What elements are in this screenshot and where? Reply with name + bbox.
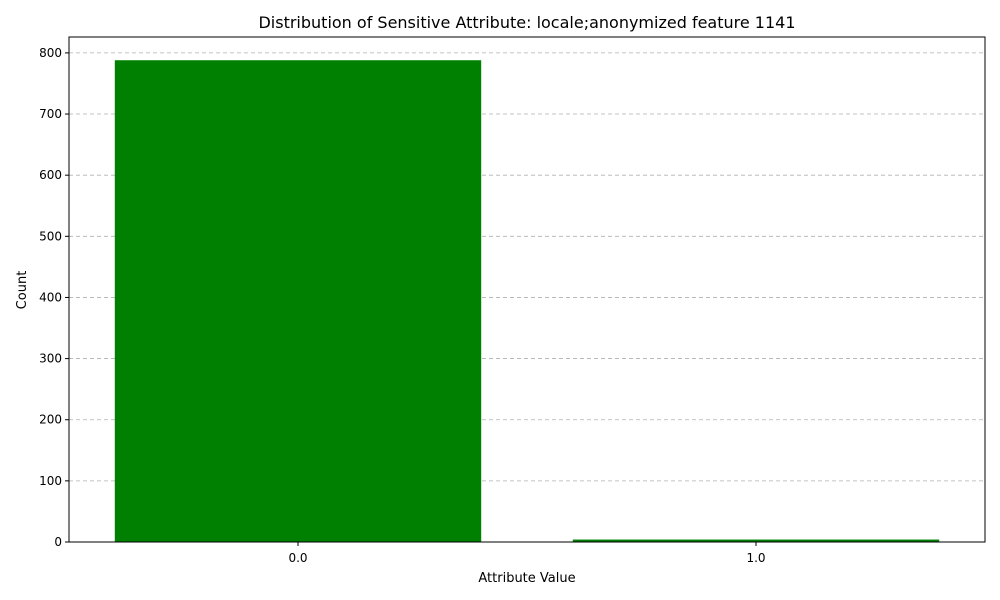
y-tick-label: 0 [54,535,62,549]
chart-title: Distribution of Sensitive Attribute: loc… [258,13,795,32]
y-axis-ticks: 0 100 200 300 400 500 600 700 800 [39,46,69,549]
x-axis-ticks: 0.0 1.0 [288,542,766,565]
y-tick-label: 700 [39,107,62,121]
bar-0-0 [114,60,482,542]
y-tick-label: 100 [39,474,62,488]
plot-frame [68,36,986,543]
y-tick-label: 500 [39,229,62,243]
y-axis-label: Count [15,271,30,310]
y-tick-label: 800 [39,46,62,60]
y-tick-label: 300 [39,352,62,366]
y-tick-label: 600 [39,168,62,182]
bars [114,60,940,542]
y-tick-label: 200 [39,413,62,427]
x-axis-label: Attribute Value [478,571,575,586]
bar-1-0 [572,539,940,542]
x-tick-label: 0.0 [288,551,307,565]
y-tick-label: 400 [39,290,62,304]
grid-lines [69,52,985,482]
x-tick-label: 1.0 [746,551,765,565]
